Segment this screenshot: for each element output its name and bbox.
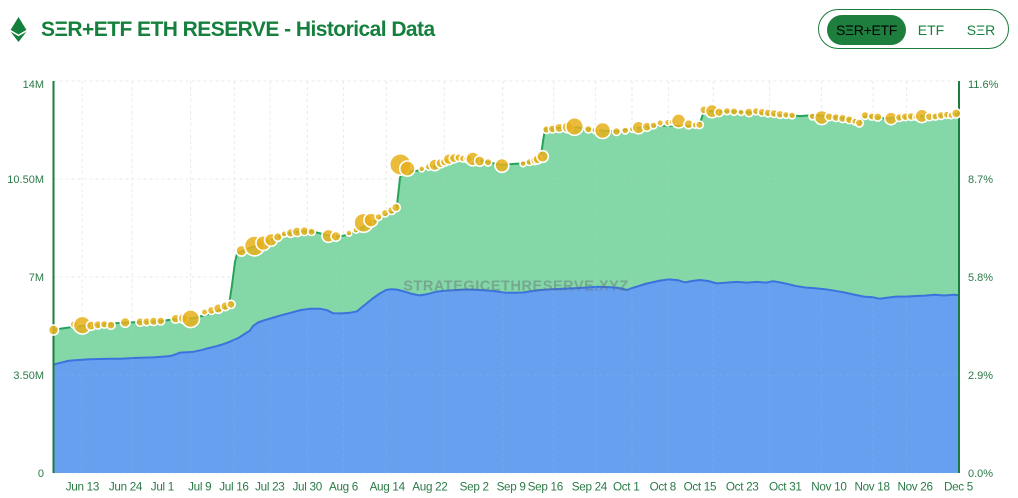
svg-text:7M: 7M [29, 272, 44, 284]
svg-text:3.50M: 3.50M [13, 370, 44, 382]
svg-text:Dec 5: Dec 5 [944, 481, 974, 494]
svg-text:10.50M: 10.50M [7, 174, 44, 186]
svg-text:STRATEGICETHRESERVE.XYZ: STRATEGICETHRESERVE.XYZ [403, 279, 629, 295]
svg-text:Jul 23: Jul 23 [255, 481, 284, 494]
svg-text:Oct 1: Oct 1 [613, 481, 639, 494]
svg-text:Jul 1: Jul 1 [151, 481, 174, 494]
svg-text:Oct 23: Oct 23 [726, 481, 759, 494]
svg-text:Sep 9: Sep 9 [497, 481, 526, 494]
svg-text:Nov 10: Nov 10 [811, 481, 847, 494]
svg-text:Jul 9: Jul 9 [188, 481, 211, 494]
svg-text:0: 0 [38, 468, 44, 480]
svg-text:Jun 24: Jun 24 [109, 481, 143, 494]
svg-text:14M: 14M [23, 79, 44, 91]
svg-text:0.0%: 0.0% [968, 468, 993, 480]
svg-text:Sep 16: Sep 16 [528, 481, 563, 494]
svg-text:Nov 26: Nov 26 [897, 481, 932, 494]
svg-text:Oct 15: Oct 15 [684, 481, 717, 494]
svg-text:Aug 22: Aug 22 [412, 481, 447, 494]
svg-text:Sep 2: Sep 2 [460, 481, 489, 494]
svg-text:Aug 6: Aug 6 [329, 481, 358, 494]
svg-text:Jul 30: Jul 30 [293, 481, 323, 494]
svg-text:11.6%: 11.6% [968, 79, 999, 91]
svg-text:Aug 14: Aug 14 [370, 481, 406, 494]
svg-text:Jun 13: Jun 13 [66, 481, 99, 494]
svg-text:8.7%: 8.7% [968, 174, 993, 186]
svg-text:Sep 24: Sep 24 [572, 481, 608, 494]
svg-text:Jul 16: Jul 16 [219, 481, 248, 494]
svg-text:5.8%: 5.8% [968, 272, 993, 284]
svg-text:2.9%: 2.9% [968, 370, 993, 382]
svg-text:Oct 8: Oct 8 [650, 481, 676, 494]
svg-text:Nov 18: Nov 18 [854, 481, 889, 494]
svg-text:Oct 31: Oct 31 [769, 481, 802, 494]
